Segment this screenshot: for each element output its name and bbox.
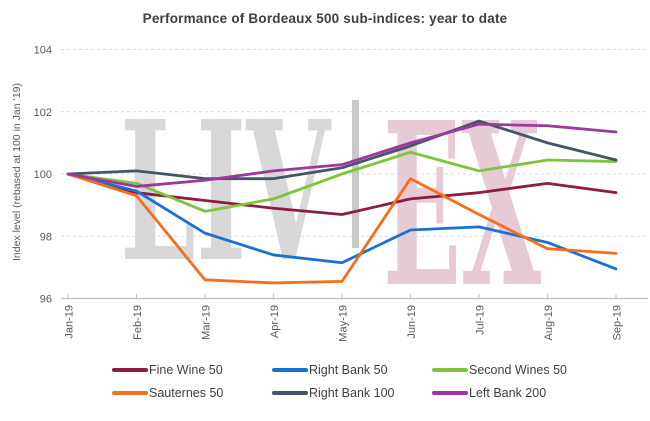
y-tick-label-104: 104	[34, 45, 52, 57]
legend-label-fine-wine-50: Fine Wine 50	[149, 363, 223, 377]
legend-item-fine-wine-50: Fine Wine 50	[112, 363, 272, 377]
series-line-sauternes-50	[66, 172, 618, 285]
y-tick-label-100: 100	[34, 169, 52, 181]
x-tick-label-feb-19: Feb-19	[132, 305, 144, 340]
y-tick-label-98: 98	[40, 231, 52, 243]
legend-item-sauternes-50: Sauternes 50	[112, 386, 272, 400]
legend-label-right-bank-50: Right Bank 50	[309, 363, 388, 377]
x-tick-label-mar-19: Mar-19	[201, 305, 213, 340]
x-tick-label-sep-19: Sep-19	[612, 305, 624, 340]
legend-item-right-bank-100: Right Bank 100	[272, 386, 432, 400]
legend-swatch-left-bank-200	[432, 391, 468, 395]
y-tick-label-96: 96	[40, 294, 52, 306]
legend-label-second-wines-50: Second Wines 50	[469, 363, 567, 377]
x-tick-label-jan-19: Jan-19	[64, 305, 76, 339]
legend-swatch-second-wines-50	[432, 368, 468, 372]
legend-label-sauternes-50: Sauternes 50	[149, 386, 224, 400]
y-tick-label-102: 102	[34, 107, 52, 119]
x-tick-label-may-19: May-19	[338, 305, 350, 342]
chart-title: Performance of Bordeaux 500 sub-indices:…	[142, 11, 508, 26]
x-tick-label-aug-19: Aug-19	[543, 305, 555, 340]
watermark-liv-text: LIV	[120, 80, 332, 305]
x-tick-label-apr-19: Apr-19	[269, 305, 281, 338]
series-line-right-bank-100	[66, 119, 618, 181]
x-tick-label-jun-19: Jun-19	[406, 305, 418, 339]
series-line-fine-wine-50	[66, 172, 618, 216]
legend-swatch-sauternes-50	[112, 391, 148, 395]
legend-swatch-fine-wine-50	[112, 368, 148, 372]
series-line-second-wines-50	[66, 150, 618, 213]
legend-item-left-bank-200: Left Bank 200	[432, 386, 592, 400]
legend-item-second-wines-50: Second Wines 50	[432, 363, 592, 377]
legend-swatch-right-bank-50	[272, 368, 308, 372]
x-tick-label-jul-19: Jul-19	[475, 305, 487, 335]
legend-label-left-bank-200: Left Bank 200	[469, 386, 547, 400]
legend: Fine Wine 50 Right Bank 50 Second Wines …	[112, 363, 592, 400]
legend-swatch-right-bank-100	[272, 391, 308, 395]
series-line-left-bank-200	[66, 122, 618, 188]
legend-label-right-bank-100: Right Bank 100	[309, 386, 395, 400]
legend-item-right-bank-50: Right Bank 50	[272, 363, 432, 377]
watermark-divider	[352, 100, 359, 248]
